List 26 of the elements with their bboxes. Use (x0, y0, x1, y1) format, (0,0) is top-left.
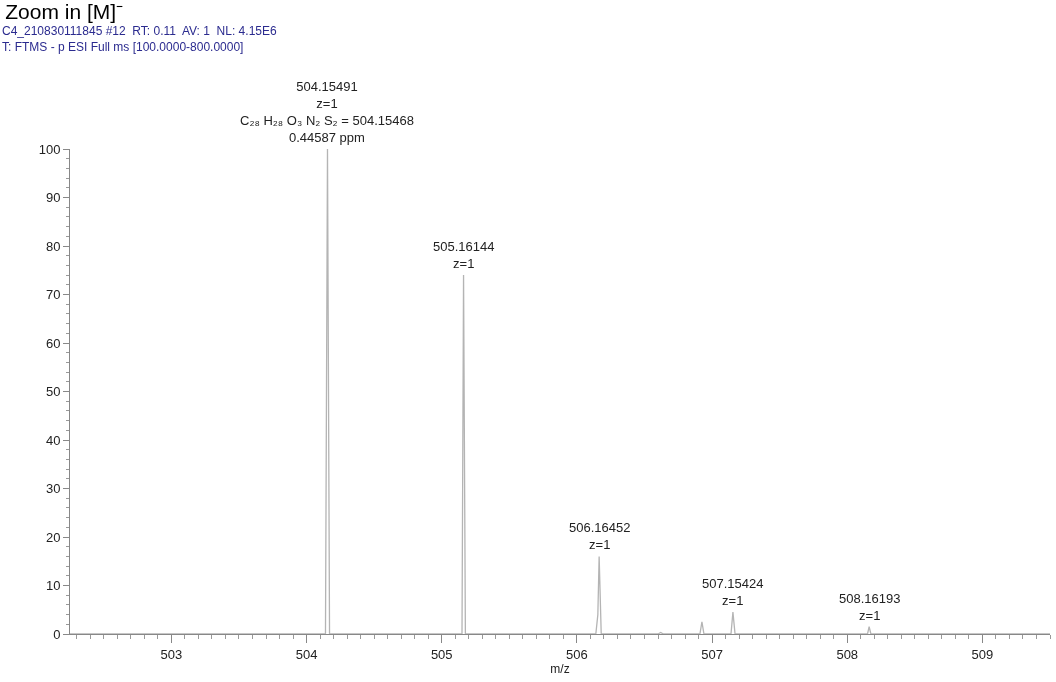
y-tick-label: 30 (45, 481, 61, 497)
y-tick-label: 80 (45, 238, 61, 254)
annotation: 504.15491 z=1 C₂₈ H₂₈ O₃ N₂ S₂ = 504.15468 0.44587 ppm (240, 79, 414, 145)
y-tick-label: 70 (45, 287, 61, 303)
x-tick-label: 509 (971, 646, 994, 662)
chart-title: Zoom in [M]⁻ (5, 0, 124, 23)
x-tick-label: 503 (160, 646, 183, 662)
y-tick-label: 10 (45, 578, 61, 594)
x-tick-label: 508 (836, 646, 859, 662)
annotation: 507.15424 z=1 (702, 576, 764, 608)
x-tick-label: 507 (701, 646, 723, 662)
annotation: 506.16452 z=1 (569, 520, 631, 552)
x-tick-label: 504 (295, 646, 318, 662)
annotation: 505.16144 z=1 (433, 239, 495, 271)
y-tick-label: 0 (53, 626, 61, 642)
x-tick-label: 505 (430, 646, 453, 662)
y-tick-label: 90 (45, 190, 61, 206)
y-tick-label: 20 (45, 529, 61, 545)
chart-subtitle: C4_210830111845 #12 RT: 0.11 AV: 1 NL: 4.15E6 T: FTMS - p ESI Full ms [100.0000-800.0000] (2, 24, 277, 54)
y-tick-label: 60 (45, 335, 61, 351)
y-tick-label: 50 (45, 384, 61, 400)
x-tick-label: 506 (566, 646, 588, 662)
annotation: 508.16193 z=1 (839, 591, 901, 623)
y-tick-label: 40 (45, 432, 61, 448)
x-axis-title: m/z (550, 662, 570, 677)
y-tick-label: 100 (38, 141, 61, 157)
